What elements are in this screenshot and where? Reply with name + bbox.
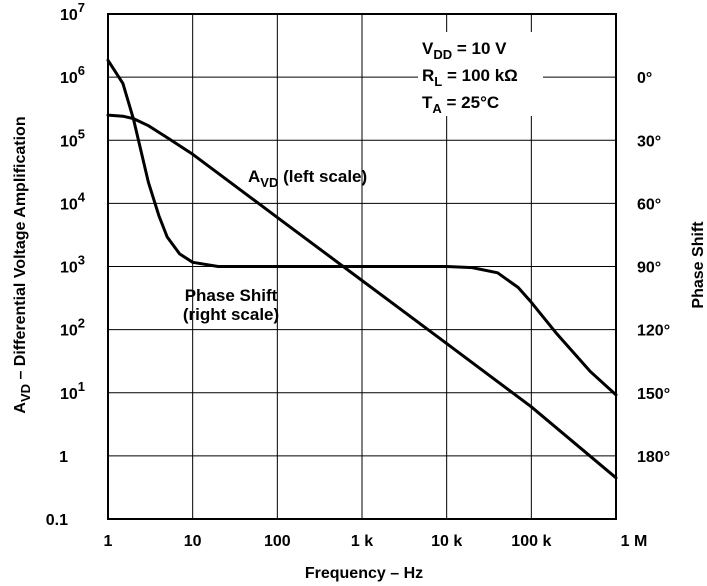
y-left-label-sub: VD <box>18 384 33 402</box>
avd-label-sub: VD <box>260 175 278 190</box>
y-left-label-rest: – Differential Voltage Amplification <box>12 116 29 384</box>
y-left-axis-label: AVD – Differential Voltage Amplification <box>12 116 33 413</box>
x-tick-label: 1 k <box>351 533 373 550</box>
test-conditions: VDD = 10 V RL = 100 kΩ TA = 25°C <box>418 32 543 116</box>
x-tick-label: 100 k <box>511 533 551 550</box>
avd-label-main: A <box>248 167 260 186</box>
y-right-tick-label: 60° <box>637 196 661 213</box>
condition-line: TA = 25°C <box>422 93 499 116</box>
condition-line: VDD = 10 V <box>422 39 507 62</box>
x-tick-label: 1 M <box>621 533 648 550</box>
y-left-tick-label: 107 <box>60 0 85 24</box>
avd-label-rest: (left scale) <box>278 167 367 186</box>
y-left-tick-label: 106 <box>60 63 85 87</box>
y-right-tick-label: 90° <box>637 260 661 277</box>
x-axis-label: Frequency – Hz <box>305 565 423 582</box>
phase-label-line1: Phase Shift <box>185 286 278 305</box>
y-right-tick-label: 30° <box>637 133 661 150</box>
plot-frame <box>107 13 617 520</box>
x-tick-label: 100 <box>264 533 291 550</box>
y-left-tick-label: 103 <box>60 253 85 277</box>
x-tick-labels: 1 10 100 1 k 10 k 100 k 1 M <box>104 533 648 550</box>
y-left-tick-label: 102 <box>60 316 85 340</box>
x-tick-label: 10 k <box>431 533 462 550</box>
y-right-tick-label: 150° <box>637 386 670 403</box>
y-left-tick-label: 1 <box>59 449 68 466</box>
y-left-tick-labels: 0.1 1 101 102 103 104 105 106 107 <box>46 0 86 529</box>
y-right-tick-label: 120° <box>637 323 670 340</box>
y-right-tick-labels: 0° 30° 60° 90° 120° 150° 180° <box>637 70 670 466</box>
y-left-tick-label: 104 <box>60 189 86 213</box>
conditions-background <box>418 32 543 116</box>
condition-line: RL = 100 kΩ <box>422 66 518 89</box>
y-left-tick-label: 0.1 <box>46 512 68 529</box>
x-tick-label: 1 <box>104 533 113 550</box>
y-left-tick-label: 101 <box>60 379 85 403</box>
y-left-label-main: A <box>12 402 29 414</box>
avd-series-label: AVD (left scale) <box>248 167 367 190</box>
phase-shift-curve <box>106 58 618 397</box>
y-right-tick-label: 180° <box>637 449 670 466</box>
series-group <box>106 58 618 480</box>
y-left-tick-label: 105 <box>60 126 85 150</box>
y-right-tick-label: 0° <box>637 70 652 87</box>
phase-label-line2: (right scale) <box>183 305 279 324</box>
x-tick-label: 10 <box>184 533 202 550</box>
y-right-axis-label: Phase Shift <box>690 221 707 309</box>
